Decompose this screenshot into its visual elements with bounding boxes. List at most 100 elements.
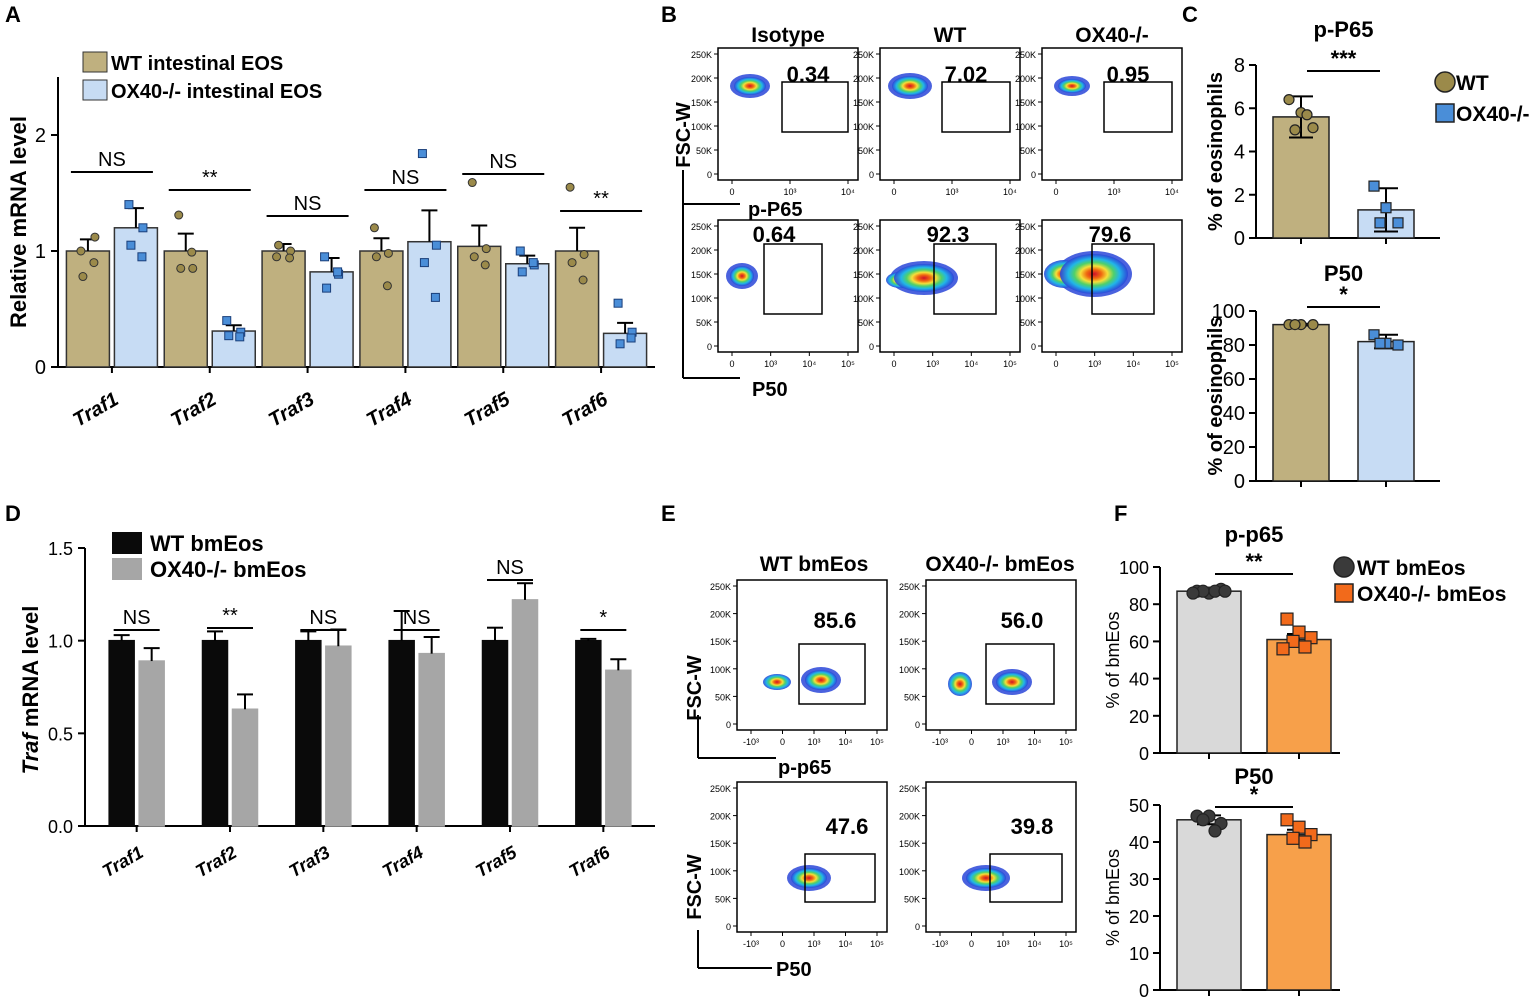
data-point [124,200,134,210]
y-tick-label: 100 [1212,301,1245,323]
legend-swatch-ko [82,79,108,101]
data-point [417,149,427,159]
column-title: OX40-/- bmEos [925,553,1074,576]
panel-c-p50-chart: 0 20 40 60 80 100 *P50 % of eosinophils [1205,261,1440,493]
y-tick-label: 200K [710,610,731,620]
x-tick-label: 10⁵ [1059,939,1073,949]
data-point [138,223,148,233]
legend-label-wt: WT [1456,72,1489,95]
panel-c-ppp65-chart: 0 2 4 6 8 *** p-P65 % of eosinophils WT OX40-/- [1205,17,1530,250]
y-tick-label: 0 [1031,170,1036,180]
gate [941,81,1011,133]
y-tick-label: 100K [710,665,731,675]
legend-label-wt: WT bmEos [150,531,264,556]
row-label: P50 [752,379,788,401]
data-point [224,331,234,341]
y-tick-label: 0 [35,357,46,379]
category-label: Traf6 [559,388,613,432]
gate [1091,243,1155,315]
x-tick-label: 10⁴ [1028,737,1042,747]
data-point [613,298,623,308]
y-axis-label: FSC-W [684,854,706,920]
y-tick-label: 100K [853,294,874,304]
gate-percentage: 47.6 [826,814,869,839]
y-tick-label: 10 [1129,944,1149,964]
data-point [1380,202,1392,214]
y-tick-label: 200K [899,812,920,822]
significance-label: NS [403,607,431,629]
significance-label: NS [98,149,126,171]
y-tick-label: 50K [696,318,712,328]
data-point [90,232,100,242]
y-tick-label: 200K [710,812,731,822]
category-label: Traf1 [99,842,147,881]
x-tick-label: 10⁴ [1028,939,1042,949]
data-point [469,252,479,262]
y-tick-label: 50K [904,692,920,702]
data-point [565,182,575,192]
chart-title: P50 [1324,261,1363,286]
x-tick-label: -10³ [932,939,948,949]
density-core [1060,254,1128,294]
data-point [1307,122,1319,134]
data-point [285,253,295,263]
data-point [1368,329,1380,341]
gate-percentage: 79.6 [1089,222,1132,247]
x-tick-label: 10³ [807,737,820,747]
category-label: Traf5 [461,388,515,432]
x-tick-label: 10⁴ [1126,359,1140,369]
data-point [274,240,284,250]
y-tick-label: 100K [1015,122,1036,132]
bar [138,660,165,827]
y-tick-label: 250K [691,222,712,232]
panel-f-p50-chart: 0 10 20 30 40 50 *P50 % of bmEos [1103,764,1340,997]
data-point [1289,124,1301,136]
data-point [419,258,429,268]
y-tick-label: 150K [691,270,712,280]
y-tick-label: 250K [899,582,920,592]
y-tick-label: 50K [858,318,874,328]
y-axis-label: % of eosinophils [1205,317,1227,476]
significance-label: NS [392,167,420,189]
y-tick-label: 100K [691,122,712,132]
x-tick-label: 10⁴ [839,939,853,949]
data-point [1368,180,1380,192]
panel-d-chart: 0.0 0.5 1.0 1.5 Traf1 NS Traf2 ** Traf3 NS Traf4 NS… [18,531,655,881]
data-point [1218,584,1232,598]
panel-label-b: B [661,2,677,27]
row-label: P50 [776,959,812,981]
y-tick-label: 30 [1129,870,1149,890]
x-tick-label: 10⁴ [1165,187,1179,197]
x-tick-label: 10³ [783,187,796,197]
y-axis-label: FSC-W [684,655,706,721]
density-tail [763,674,791,690]
y-axis-label: % of bmEos [1103,849,1123,946]
y-tick-label: 0 [726,720,731,730]
significance-label: NS [489,151,517,173]
x-tick-label: 10³ [996,737,1009,747]
data-point [1374,217,1386,229]
density-core [996,672,1028,692]
y-tick-label: 1.5 [48,539,73,559]
data-point [89,258,99,268]
data-point [188,263,198,273]
x-tick-label: 0 [1053,187,1058,197]
y-tick-label: 8 [1234,55,1245,77]
gate [933,243,997,315]
bar [231,708,259,827]
gate [763,243,823,315]
x-tick-label: 0 [891,187,896,197]
density-core [734,77,766,95]
gate-percentage: 0.95 [1107,62,1150,87]
bar [163,250,208,368]
bar [418,652,445,827]
data-point [626,333,636,343]
y-tick-label: 100K [691,294,712,304]
density-core [805,670,837,690]
bar [511,599,539,827]
y-axis-label: Relative mRNA level [6,116,31,328]
y-tick-label: 50K [715,894,731,904]
x-tick-label: 10⁵ [870,737,884,747]
data-point [467,178,477,188]
